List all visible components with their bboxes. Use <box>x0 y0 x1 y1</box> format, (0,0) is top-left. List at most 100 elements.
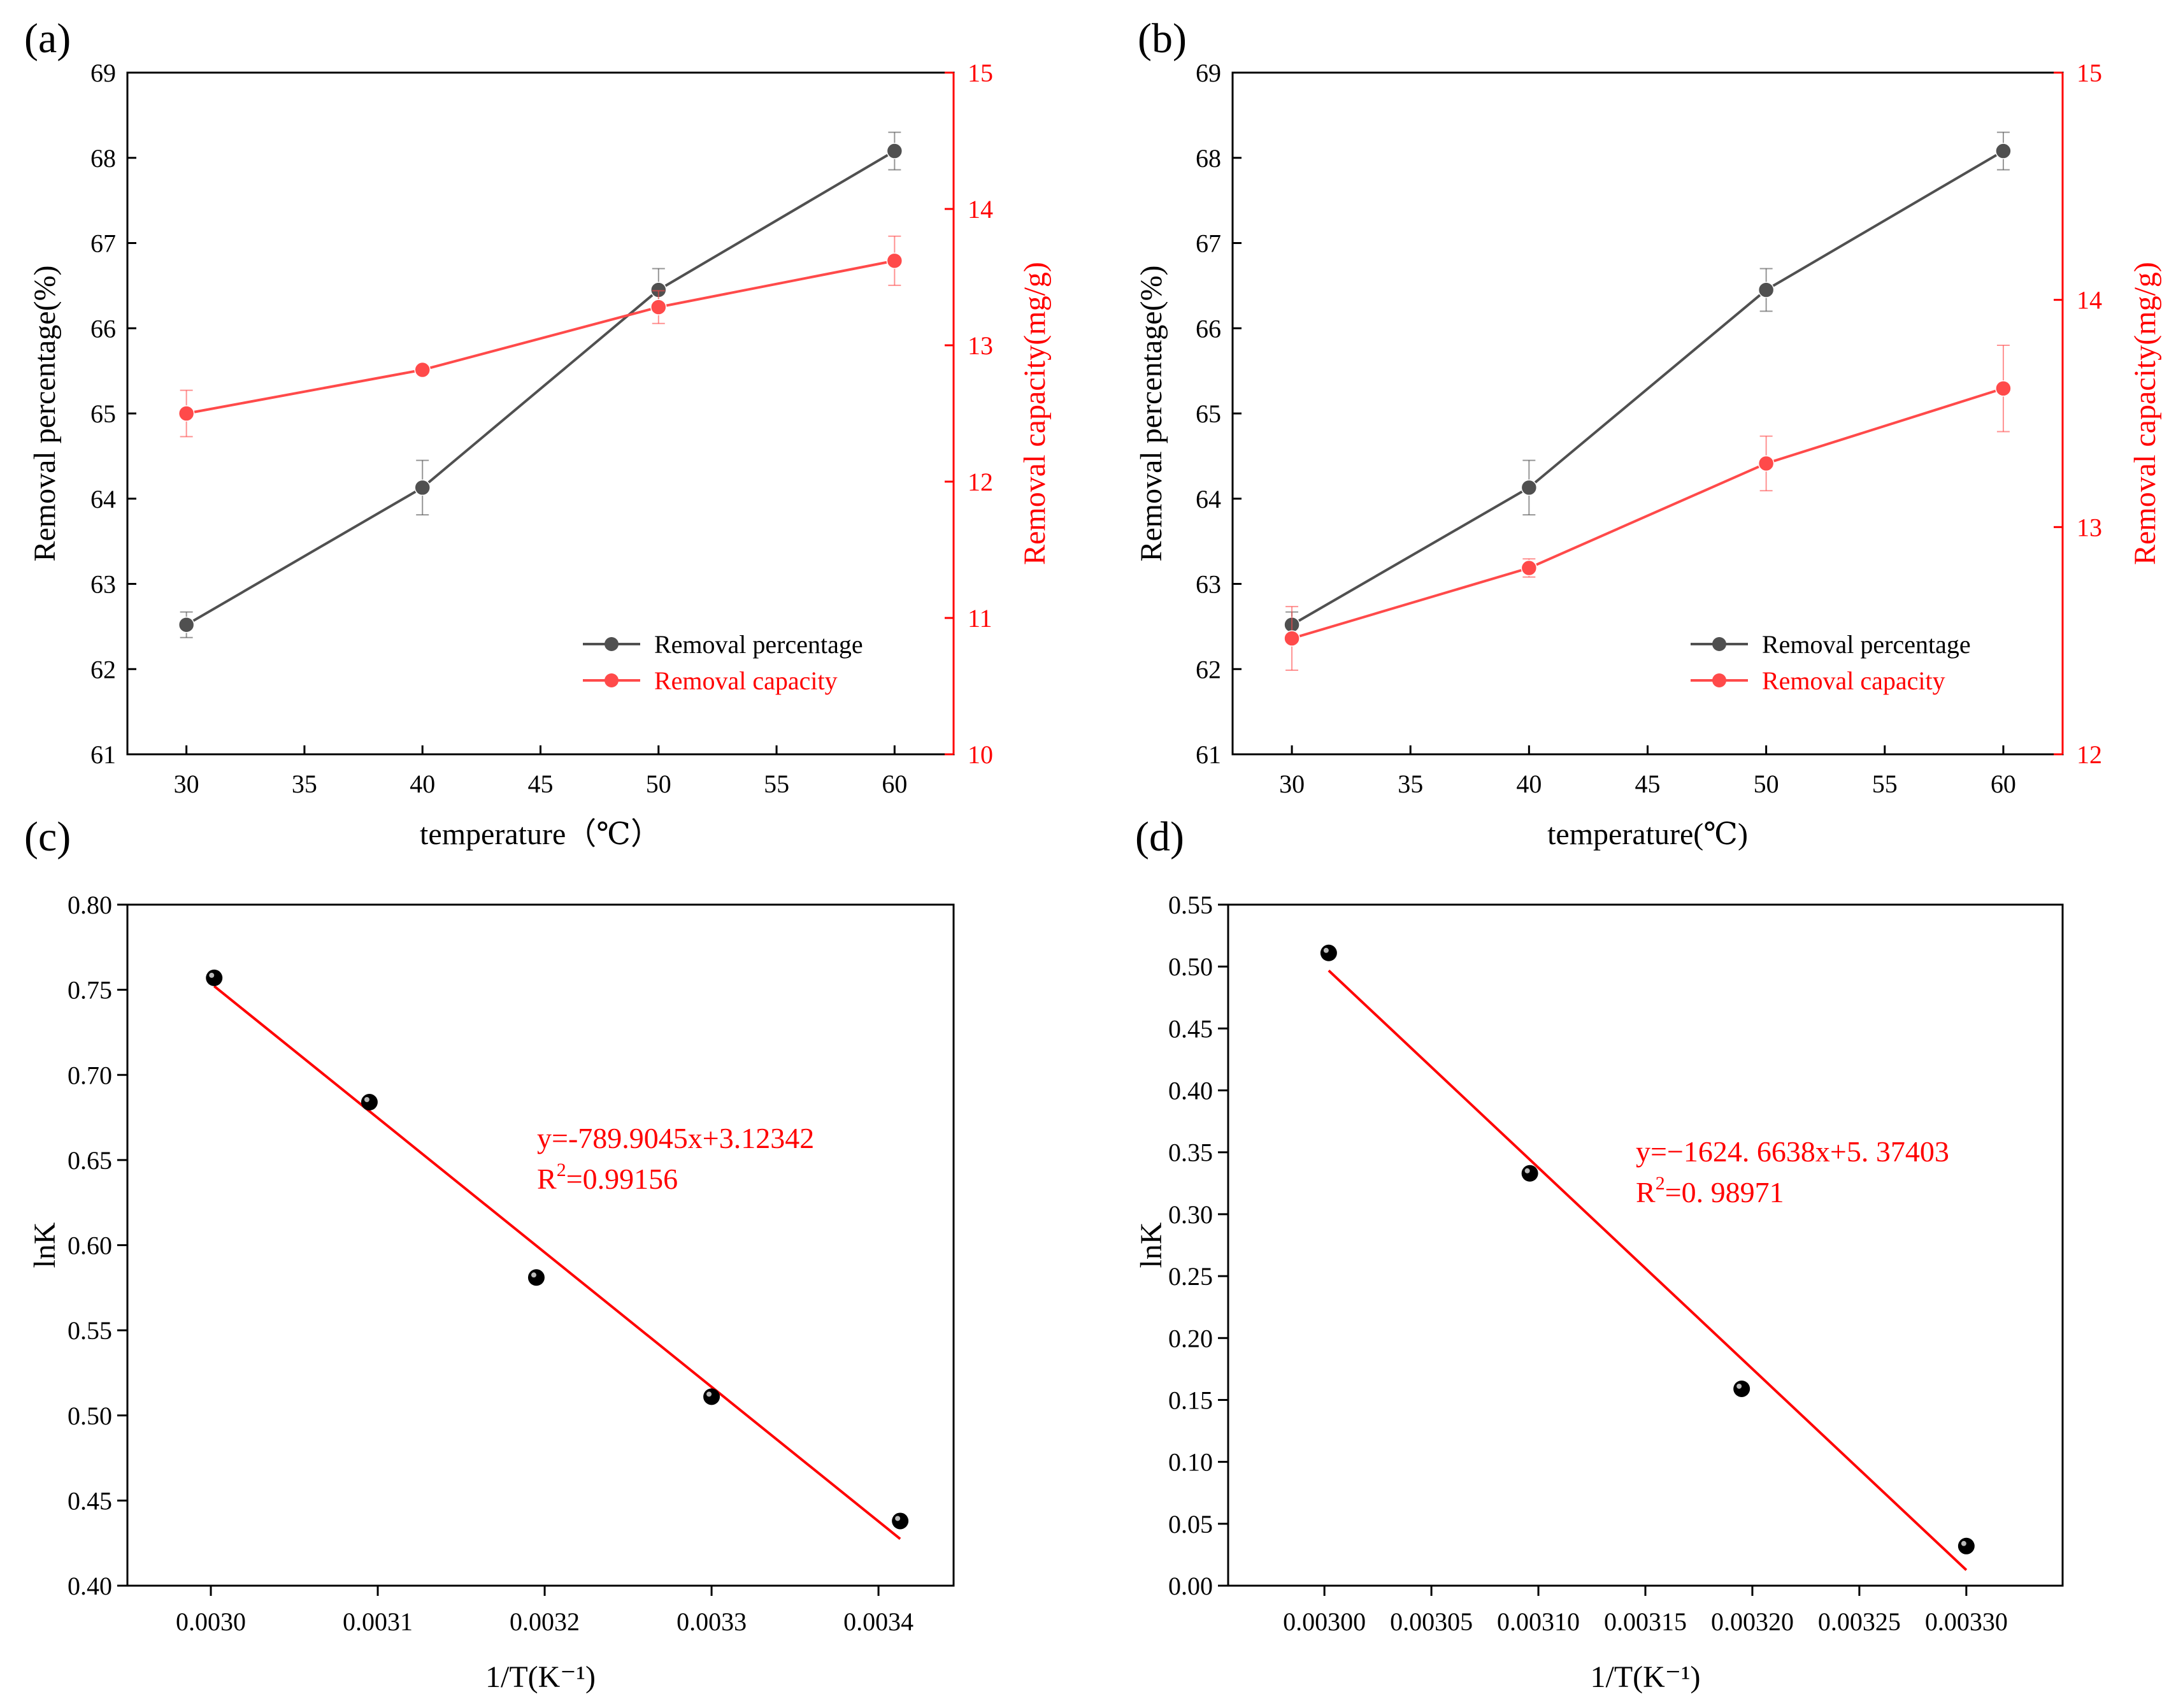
x-tick-label: 30 <box>174 770 199 798</box>
x-tick-label: 35 <box>1398 770 1423 798</box>
x-tick-label: 40 <box>1516 770 1542 798</box>
y2-tick-label: 12 <box>2077 740 2102 769</box>
data-point-highlight <box>1524 1168 1530 1173</box>
x-tick-label: 55 <box>764 770 789 798</box>
y-tick-label: 63 <box>1196 570 1221 599</box>
y-tick-label: 68 <box>1196 144 1221 173</box>
data-point <box>361 1094 378 1111</box>
data-point <box>1521 559 1538 577</box>
y2-tick-label: 11 <box>968 604 992 633</box>
panel-label: (d) <box>1135 814 1184 860</box>
panel-b: (b) 30 35 40 45 50 55 60 61 62 63 64 65 66 67 68 69 12 13 1… <box>1134 15 2162 851</box>
data-point <box>414 479 431 496</box>
y-tick-label: 0.05 <box>1168 1510 1213 1539</box>
y2-axis-title: Removal capacity(mg/g) <box>2128 262 2162 565</box>
x-tick-label: 0.00325 <box>1818 1607 1901 1636</box>
data-point <box>1733 1380 1750 1397</box>
r2-superscript: 2 <box>557 1159 566 1181</box>
x-tick-label: 45 <box>528 770 554 798</box>
y-axis-title: Removal percentage(%) <box>28 265 62 561</box>
fit-r-squared: R2=0.99156 <box>537 1159 678 1195</box>
y-tick-label: 66 <box>90 314 116 343</box>
legend-label: Removal capacity <box>654 666 838 695</box>
panel-label: (c) <box>24 814 71 860</box>
fit-equation: y=−1624. 6638x+5. 37403 <box>1636 1135 1949 1168</box>
y-tick-label: 0.75 <box>68 976 112 1005</box>
fit-line <box>1328 969 1968 1571</box>
r2-prefix: R <box>1636 1176 1656 1209</box>
x-tick-label: 35 <box>292 770 317 798</box>
data-point-highlight <box>1323 947 1329 953</box>
legend-marker <box>605 637 619 651</box>
y2-tick-label: 12 <box>968 468 993 496</box>
x-tick-label: 0.00320 <box>1711 1607 1794 1636</box>
y-tick-label: 0.40 <box>1168 1077 1213 1105</box>
legend-marker <box>1712 637 1726 651</box>
r2-value: =0.99156 <box>566 1163 678 1195</box>
x-tick-label: 0.0034 <box>843 1607 913 1636</box>
y2-tick-label: 13 <box>2077 513 2102 542</box>
x-tick-label: 45 <box>1635 770 1661 798</box>
data-point <box>527 1269 545 1286</box>
data-point-highlight <box>706 1391 712 1397</box>
data-point <box>703 1388 720 1405</box>
data-point <box>1995 380 2012 397</box>
x-tick-label: 55 <box>1872 770 1898 798</box>
y-tick-label: 0.10 <box>1168 1448 1213 1477</box>
y-tick-label: 69 <box>90 59 116 87</box>
y-tick-label: 0.20 <box>1168 1324 1213 1353</box>
data-point <box>178 616 195 633</box>
data-point <box>1958 1537 1975 1554</box>
y-tick-label: 0.80 <box>68 891 112 919</box>
x-tick-label: 30 <box>1279 770 1305 798</box>
data-point <box>1284 630 1300 647</box>
y2-tick-label: 14 <box>2077 286 2102 315</box>
y-tick-label: 0.55 <box>1168 891 1213 919</box>
data-point <box>1995 143 2012 159</box>
legend-marker <box>1712 673 1726 687</box>
x-tick-label: 0.00330 <box>1925 1607 2008 1636</box>
y2-tick-label: 15 <box>2077 59 2102 87</box>
y2-tick-label: 15 <box>968 59 993 87</box>
y-axis-title: Removal percentage(%) <box>1134 265 1168 561</box>
y-tick-label: 65 <box>90 399 116 428</box>
y-tick-label: 0.60 <box>68 1231 112 1260</box>
y2-axis-title: Removal capacity(mg/g) <box>1018 262 1052 565</box>
x-tick-label: 0.0030 <box>176 1607 246 1636</box>
x-tick-label: 60 <box>1991 770 2016 798</box>
data-point <box>886 252 903 269</box>
x-tick-label: 0.0031 <box>343 1607 413 1636</box>
data-point <box>650 299 667 315</box>
y-tick-label: 0.55 <box>68 1316 112 1345</box>
series-line <box>1291 387 2004 640</box>
y-tick-label: 63 <box>90 570 116 599</box>
data-point <box>1757 282 1775 298</box>
x-tick-label: 60 <box>882 770 907 798</box>
x-axis-title: temperature（℃） <box>420 817 661 851</box>
data-point <box>414 361 431 378</box>
panel-a: (a) 30 35 40 45 50 55 60 61 62 63 64 65 66 67 68 69 10 11 1… <box>24 15 1052 851</box>
y-tick-label: 0.50 <box>68 1402 112 1430</box>
y-axis-title: lnK <box>1134 1222 1168 1268</box>
x-axis-title: temperature(℃) <box>1547 817 1748 851</box>
data-point <box>1320 944 1337 961</box>
data-point-highlight <box>1961 1540 1966 1546</box>
data-point-highlight <box>364 1097 369 1103</box>
legend-label: Removal percentage <box>1762 630 1971 659</box>
fit-r-squared: R2=0. 98971 <box>1636 1173 1784 1209</box>
y2-tick-label: 10 <box>968 740 993 769</box>
x-tick-label: 50 <box>1754 770 1779 798</box>
y2-tick-label: 13 <box>968 331 993 360</box>
data-point <box>1757 455 1775 472</box>
y-tick-label: 61 <box>1196 740 1221 769</box>
panel-label: (a) <box>24 15 71 62</box>
y-tick-label: 0.40 <box>68 1572 112 1600</box>
x-tick-label: 0.00315 <box>1604 1607 1687 1636</box>
r2-prefix: R <box>537 1163 557 1195</box>
series-line <box>185 150 896 626</box>
series-line <box>186 259 895 415</box>
y-tick-label: 67 <box>1196 229 1221 258</box>
panel-c: (c) 0.0030 0.0031 0.0032 0.0033 0.0034 0.40 0.4… <box>24 814 955 1694</box>
legend-marker <box>605 673 619 687</box>
